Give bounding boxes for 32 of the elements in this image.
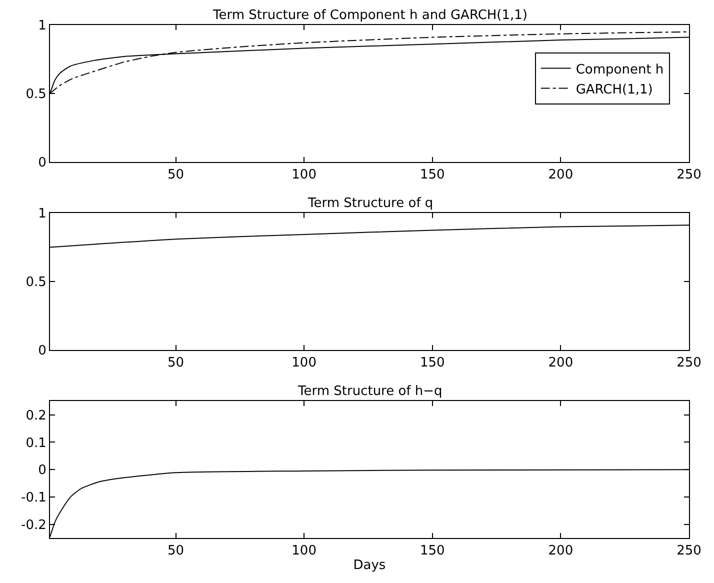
x-tick-label: 50 bbox=[167, 356, 184, 370]
x-tick-label: 100 bbox=[292, 544, 316, 559]
legend-label: GARCH(1,1) bbox=[576, 82, 653, 98]
y-tick-label: 0 bbox=[38, 155, 46, 170]
chart-title: Term Structure of Component h and GARCH(1,1) bbox=[212, 8, 528, 23]
x-axis-title: Days bbox=[353, 558, 386, 574]
x-tick-label: 100 bbox=[292, 356, 316, 370]
chart-title: Term Structure of h−q bbox=[297, 384, 442, 399]
y-tick-label: -0.2 bbox=[21, 518, 46, 533]
y-tick-label: 0.5 bbox=[26, 86, 46, 102]
x-tick-label: 150 bbox=[420, 544, 445, 559]
y-tick-label: 1 bbox=[38, 18, 46, 34]
x-tick-label: 50 bbox=[167, 544, 184, 559]
x-tick-label: 200 bbox=[548, 356, 574, 370]
x-tick-label: 250 bbox=[676, 167, 702, 182]
x-tick-label: 100 bbox=[292, 167, 316, 182]
x-tick-label: 150 bbox=[420, 167, 445, 182]
y-tick-label: -0.1 bbox=[21, 490, 46, 506]
y-tick-label: 1 bbox=[38, 206, 46, 222]
legend-label: Component h bbox=[576, 62, 664, 78]
x-tick-label: 200 bbox=[548, 544, 574, 559]
y-tick-label: 0.2 bbox=[26, 408, 46, 424]
y-tick-label: 0 bbox=[38, 463, 46, 478]
x-tick-label: 50 bbox=[167, 167, 184, 182]
y-tick-label: 0.5 bbox=[26, 275, 46, 290]
chart-title: Term Structure of q bbox=[307, 196, 434, 211]
x-tick-label: 250 bbox=[676, 356, 702, 370]
x-tick-label: 250 bbox=[676, 544, 702, 559]
x-tick-label: 150 bbox=[420, 356, 445, 370]
y-tick-label: 0 bbox=[38, 343, 46, 358]
x-tick-label: 200 bbox=[548, 167, 574, 182]
y-tick-label: 0.1 bbox=[26, 436, 46, 451]
